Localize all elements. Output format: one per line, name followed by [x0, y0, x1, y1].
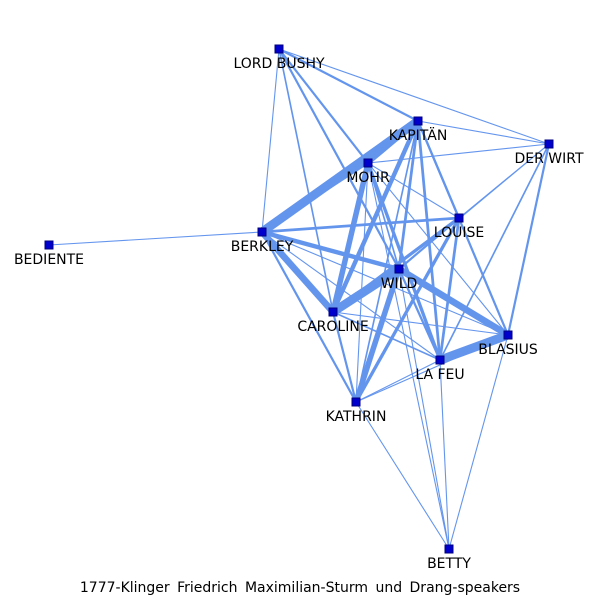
- edge-berkley-kathrin: [261, 231, 357, 403]
- edge-der-wirt-blasius: [506, 143, 551, 336]
- node-caroline: [328, 307, 338, 317]
- edge-caroline-blasius: [332, 311, 509, 336]
- edge-wild-blasius: [397, 266, 510, 338]
- edge-der-wirt-wild: [398, 143, 550, 270]
- node-layer: [44, 44, 554, 554]
- edge-kathrin-la-feu: [355, 359, 441, 403]
- edge-la-feu-blasius: [438, 330, 510, 365]
- node-label-caroline: CAROLINE: [297, 319, 368, 335]
- network-graph: LORD BUSHY KAPITÄN DER WIRT MOHR LOUISE BERKL…: [14, 44, 584, 572]
- edge-caroline-kathrin: [331, 311, 358, 403]
- node-label-bediente: BEDIENTE: [14, 252, 84, 268]
- edge-wild-la-feu: [397, 268, 442, 361]
- node-label-betty: BETTY: [427, 556, 471, 572]
- edge-berkley-caroline: [259, 229, 336, 315]
- edge-mohr-betty: [367, 162, 450, 550]
- node-lord-bushy: [274, 44, 284, 54]
- node-la-feu: [435, 355, 445, 365]
- edge-berkley-la-feu: [261, 231, 441, 361]
- edge-kapitan-berkley: [259, 117, 421, 236]
- edge-mohr-louise: [367, 162, 460, 219]
- edge-lord-bushy-caroline: [278, 48, 334, 313]
- edge-la-feu-betty: [439, 359, 450, 550]
- node-label-louise: LOUISE: [434, 225, 484, 241]
- node-label-wild: WILD: [381, 276, 418, 292]
- edge-lord-bushy-der-wirt: [278, 48, 550, 145]
- edge-kapitan-wild: [397, 120, 420, 270]
- edge-berkley-blasius: [261, 231, 509, 336]
- edge-mohr-blasius: [367, 162, 509, 336]
- node-label-kathrin: KATHRIN: [326, 409, 387, 425]
- edge-der-wirt-mohr: [367, 143, 550, 164]
- edge-der-wirt-la-feu: [439, 143, 550, 361]
- edge-mohr-wild: [367, 162, 400, 270]
- node-label-mohr: MOHR: [346, 170, 390, 186]
- node-der-wirt: [544, 139, 554, 149]
- node-label-lord-bushy: LORD BUSHY: [233, 56, 325, 72]
- node-louise: [454, 213, 464, 223]
- edge-wild-kathrin: [353, 268, 402, 403]
- edge-kathrin-betty: [355, 401, 450, 550]
- edge-wild-betty: [398, 268, 450, 550]
- node-label-berkley: BERKLEY: [231, 239, 294, 255]
- node-betty: [444, 544, 454, 554]
- edge-lord-bushy-berkley: [261, 48, 280, 233]
- edge-kapitan-caroline: [330, 120, 421, 313]
- edge-caroline-la-feu: [332, 311, 441, 361]
- edge-mohr-kathrin: [355, 162, 369, 403]
- node-kapitan: [413, 116, 423, 126]
- edge-kathrin-blasius: [355, 334, 509, 403]
- node-label-blasius: BLASIUS: [478, 342, 538, 358]
- node-bediente: [44, 240, 54, 250]
- node-label-la-feu: LA FEU: [415, 367, 464, 383]
- edge-berkley-wild: [261, 229, 400, 272]
- node-mohr: [363, 158, 373, 168]
- edge-louise-la-feu: [438, 217, 461, 361]
- edge-louise-kathrin: [354, 217, 461, 403]
- edge-caroline-wild: [332, 268, 400, 313]
- node-label-kapitan: KAPITÄN: [389, 126, 448, 144]
- edge-lord-bushy-kapitan: [278, 48, 419, 122]
- graph-caption: 1777-Klinger Friedrich Maximilian-Sturm …: [79, 580, 521, 596]
- edge-kapitan-mohr: [366, 119, 420, 165]
- edge-mohr-berkley: [261, 162, 369, 233]
- node-berkley: [257, 227, 267, 237]
- edge-louise-berkley: [261, 217, 460, 233]
- edge-kapitan-la-feu: [416, 120, 442, 361]
- edge-lord-bushy-mohr: [278, 48, 369, 164]
- node-wild: [394, 264, 404, 274]
- edge-kapitan-kathrin: [355, 120, 419, 403]
- label-layer: LORD BUSHY KAPITÄN DER WIRT MOHR LOUISE BERKL…: [14, 56, 584, 572]
- edge-kapitan-der-wirt: [417, 120, 550, 145]
- edge-blasius-betty: [448, 334, 509, 550]
- node-kathrin: [351, 397, 361, 407]
- edge-mohr-la-feu: [366, 162, 442, 361]
- node-blasius: [503, 330, 513, 340]
- node-label-der-wirt: DER WIRT: [514, 151, 583, 167]
- edge-layer: [48, 48, 551, 550]
- edge-louise-blasius: [458, 217, 509, 336]
- edge-bediente-berkley: [48, 231, 263, 246]
- edge-lord-bushy-wild: [278, 48, 400, 270]
